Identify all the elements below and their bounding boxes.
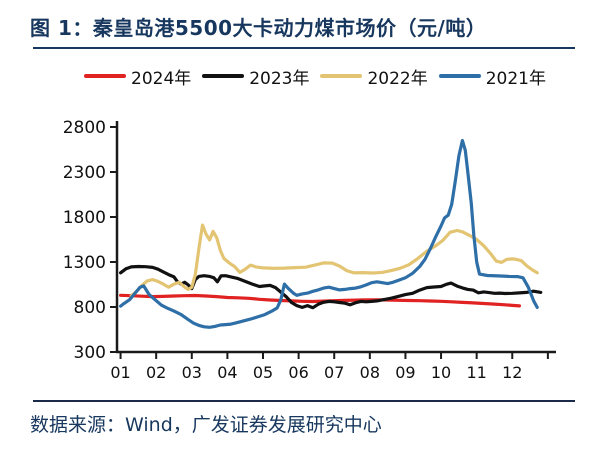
legend-swatch-2021年 bbox=[438, 74, 481, 78]
chart-legend: 2024年 2023年 2022年 2021年 bbox=[84, 64, 546, 89]
y-tick-label: 800 bbox=[74, 298, 106, 318]
series-line-2021年 bbox=[118, 138, 539, 329]
y-tick-label: 2300 bbox=[63, 163, 106, 183]
x-tick-label: 03 bbox=[182, 363, 202, 382]
x-tick-label: 11 bbox=[466, 363, 486, 382]
legend-item-2022年: 2022年 bbox=[320, 64, 428, 89]
legend-label: 2024年 bbox=[131, 68, 192, 89]
x-tick-label: 05 bbox=[253, 363, 273, 382]
x-tick-label: 08 bbox=[360, 363, 380, 382]
legend-item-2023年: 2023年 bbox=[202, 64, 310, 89]
legend-item-2024年: 2024年 bbox=[84, 64, 191, 89]
legend-label: 2021年 bbox=[485, 68, 546, 89]
legend-swatch-2022年 bbox=[320, 74, 363, 78]
legend-item-2021年: 2021年 bbox=[438, 64, 546, 89]
series-line-2023年 bbox=[118, 264, 543, 310]
footer-divider bbox=[33, 400, 575, 402]
legend-label: 2023年 bbox=[249, 68, 310, 89]
title-divider bbox=[33, 47, 575, 49]
x-tick-label: 10 bbox=[431, 363, 451, 382]
x-tick-label: 07 bbox=[324, 363, 344, 382]
legend-label: 2022年 bbox=[367, 68, 428, 89]
y-tick-label: 300 bbox=[74, 343, 106, 363]
x-tick-label: 06 bbox=[288, 363, 308, 382]
x-tick-label: 09 bbox=[395, 363, 415, 382]
y-tick-label: 1300 bbox=[63, 253, 106, 273]
x-tick-label: 02 bbox=[146, 363, 166, 382]
data-source-note: 数据来源：Wind，广发证券发展研究中心 bbox=[30, 414, 382, 436]
x-tick-label: 01 bbox=[110, 363, 130, 382]
legend-swatch-2023年 bbox=[202, 74, 245, 78]
x-tick-label: 04 bbox=[217, 363, 237, 382]
y-tick-label: 1800 bbox=[63, 208, 106, 228]
figure-title: 图 1：秦皇岛港5500大卡动力煤市场价（元/吨） bbox=[30, 16, 487, 40]
legend-swatch-2024年 bbox=[84, 74, 126, 78]
y-tick-label: 2800 bbox=[63, 118, 106, 138]
x-tick-label: 12 bbox=[502, 363, 522, 382]
